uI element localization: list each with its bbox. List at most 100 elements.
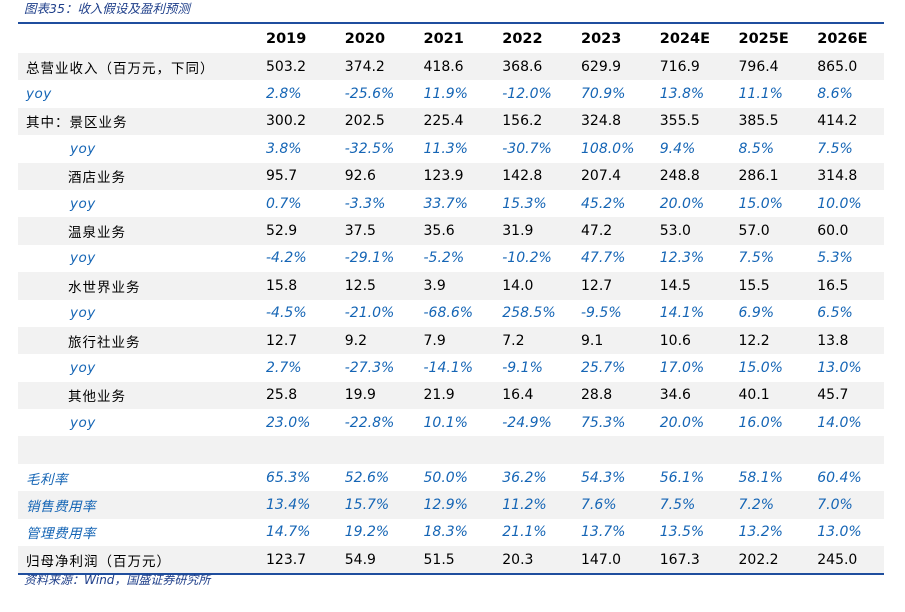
row-value: 15.7% bbox=[344, 496, 390, 513]
row-value: 21.1% bbox=[502, 524, 547, 541]
forecast-table: 2019 2020 2021 2022 2023 2024E 2025E 202… bbox=[18, 22, 884, 576]
row-value: 385.5 bbox=[738, 113, 779, 130]
row-value: 13.0% bbox=[817, 524, 862, 541]
header-year: 2023 bbox=[581, 30, 622, 47]
row-value: 7.2% bbox=[738, 496, 775, 513]
row-value: 13.4% bbox=[266, 496, 311, 513]
row-value: 25.7% bbox=[581, 359, 626, 376]
row-value: 16.0% bbox=[738, 414, 783, 431]
row-value: 355.5 bbox=[659, 113, 700, 130]
row-value: 20.0% bbox=[659, 195, 705, 212]
row-value: 3.9 bbox=[423, 277, 446, 294]
row-value: 142.8 bbox=[502, 168, 543, 185]
row-value: 35.6 bbox=[423, 223, 455, 240]
row-value: -30.7% bbox=[502, 140, 552, 157]
row-label: 归母净利润（百万元） bbox=[26, 553, 171, 570]
row-value: 13.5% bbox=[659, 524, 705, 541]
header-year: 2021 bbox=[423, 30, 464, 47]
row-value: 10.1% bbox=[423, 414, 468, 431]
header-year: 2025E bbox=[738, 30, 789, 47]
row-label: 总营业收入（百万元，下同） bbox=[26, 60, 215, 77]
row-label: 酒店业务 bbox=[68, 170, 126, 187]
row-value: 51.5 bbox=[423, 551, 455, 568]
row-value: 108.0% bbox=[581, 140, 635, 157]
row-label: yoy bbox=[70, 195, 96, 212]
header-year: 2024E bbox=[659, 30, 711, 47]
row-value: 123.9 bbox=[423, 168, 464, 185]
row-value: -24.9% bbox=[502, 414, 552, 431]
row-value: 50.0% bbox=[423, 469, 468, 486]
table-row bbox=[18, 436, 884, 464]
row-value: 13.0% bbox=[817, 359, 862, 376]
table-row: 温泉业务 52.9 37.5 35.6 31.9 47.2 53.0 57.0 60.0 bbox=[18, 217, 884, 245]
row-value: 7.2 bbox=[502, 332, 525, 349]
row-value: -12.0% bbox=[502, 86, 552, 103]
row-value: 60.0 bbox=[817, 223, 849, 240]
row-value: 47.2 bbox=[581, 223, 613, 240]
row-value: 13.8 bbox=[817, 332, 849, 349]
row-value: 15.0% bbox=[738, 359, 783, 376]
row-value: 7.5% bbox=[738, 250, 775, 267]
header-year: 2019 bbox=[266, 30, 307, 47]
row-value: 52.9 bbox=[266, 223, 298, 240]
row-value: 37.5 bbox=[344, 223, 376, 240]
row-value: -32.5% bbox=[344, 140, 395, 157]
row-value: 65.3% bbox=[266, 469, 311, 486]
row-label: 水世界业务 bbox=[68, 279, 141, 296]
row-value: 12.3% bbox=[659, 250, 705, 267]
row-value: 70.9% bbox=[581, 86, 626, 103]
table-row: 酒店业务 95.7 92.6 123.9 142.8 207.4 248.8 286.1 314… bbox=[18, 162, 884, 190]
row-value: 12.7 bbox=[266, 332, 298, 349]
row-label: 毛利率 bbox=[26, 471, 68, 488]
row-value: -3.3% bbox=[344, 195, 386, 212]
row-value: 629.9 bbox=[581, 58, 622, 75]
row-label: yoy bbox=[70, 359, 96, 376]
row-value: 12.5 bbox=[344, 277, 376, 294]
row-value: 12.2 bbox=[738, 332, 770, 349]
row-value: 414.2 bbox=[817, 113, 858, 130]
row-value: 33.7% bbox=[423, 195, 468, 212]
row-value: 9.2 bbox=[344, 332, 368, 349]
table-row: 旅行社业务 12.7 9.2 7.9 7.2 9.1 10.6 12.2 13.8 bbox=[18, 326, 884, 355]
header-year: 2020 bbox=[344, 30, 386, 47]
row-label: 温泉业务 bbox=[68, 225, 126, 242]
row-value: 865.0 bbox=[817, 58, 858, 75]
table-row: 销售费用率 13.4% 15.7% 12.9% 11.2% 7.6% 7.5% 7.2% 7.0… bbox=[18, 491, 884, 519]
header-year: 2026E bbox=[817, 30, 868, 47]
row-value: 3.8% bbox=[266, 140, 302, 157]
row-value: 300.2 bbox=[266, 113, 307, 130]
table-row: yoy -4.5% -21.0% -68.6% 258.5% -9.5% 14.1% 6.9%… bbox=[18, 300, 884, 327]
row-value: 14.5 bbox=[659, 277, 691, 294]
row-value: 5.3% bbox=[817, 250, 853, 267]
row-value: 245.0 bbox=[817, 551, 858, 568]
row-value: 6.9% bbox=[738, 305, 775, 322]
row-value: 6.5% bbox=[817, 305, 853, 322]
row-value: 20.0% bbox=[659, 414, 705, 431]
row-value: 207.4 bbox=[581, 168, 622, 185]
row-value: 2.8% bbox=[266, 86, 302, 103]
table-row: yoy 0.7% -3.3% 33.7% 15.3% 45.2% 20.0% 15.0% 10.… bbox=[18, 190, 884, 217]
table-row: yoy 2.8% -25.6% 11.9% -12.0% 70.9% 13.8% 11.1% 8… bbox=[18, 80, 884, 107]
table-row: 毛利率 65.3% 52.6% 50.0% 36.2% 54.3% 56.1% 58.1% 60… bbox=[18, 464, 884, 491]
row-value: 10.0% bbox=[817, 195, 862, 212]
row-value: 11.9% bbox=[423, 86, 468, 103]
row-value: 156.2 bbox=[502, 113, 543, 130]
row-value: -9.5% bbox=[581, 305, 622, 322]
row-value: 12.9% bbox=[423, 496, 468, 513]
row-value: 52.6% bbox=[344, 469, 390, 486]
row-value: 374.2 bbox=[344, 58, 385, 75]
table-row: 管理费用率 14.7% 19.2% 18.3% 21.1% 13.7% 13.5% 13.2%… bbox=[18, 519, 884, 546]
row-value: -27.3% bbox=[344, 359, 395, 376]
row-value: -10.2% bbox=[502, 250, 552, 267]
row-value: 10.6 bbox=[659, 332, 691, 349]
row-value: -4.5% bbox=[266, 305, 307, 322]
table-body: 总营业收入（百万元，下同） 503.2 374.2 418.6 368.6 629.9 71… bbox=[18, 53, 884, 574]
row-value: 57.0 bbox=[738, 223, 770, 240]
row-label: 其他业务 bbox=[68, 389, 126, 406]
row-value: 11.1% bbox=[738, 86, 783, 103]
row-label: yoy bbox=[70, 250, 96, 267]
row-value: 202.2 bbox=[738, 551, 779, 568]
row-value: 16.5 bbox=[817, 277, 849, 294]
row-value: -4.2% bbox=[266, 250, 307, 267]
row-value: 7.5% bbox=[817, 140, 853, 157]
